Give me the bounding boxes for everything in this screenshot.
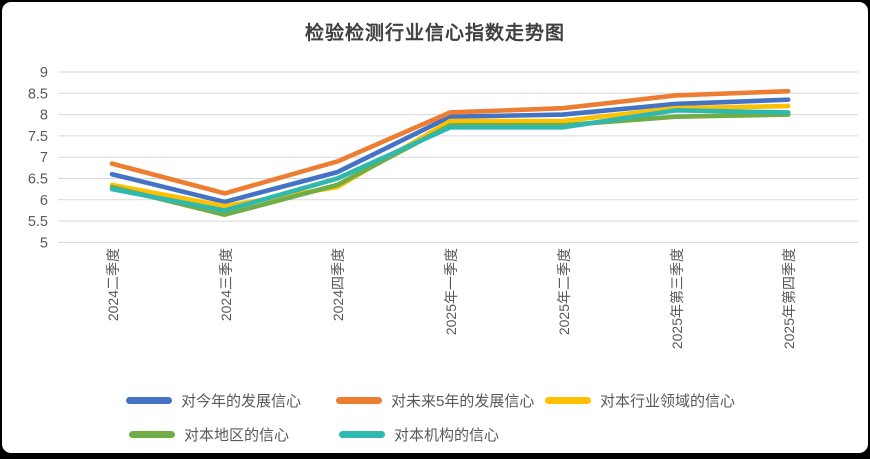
legend-item: 对今年的发展信心	[126, 390, 301, 411]
legend-label: 对本机构的信心	[394, 427, 500, 444]
y-tick-label: 5	[40, 235, 48, 251]
x-axis-label: 2025年一季度	[443, 248, 460, 336]
x-axis-label: 2025年第三季度	[668, 248, 685, 350]
series-line-1	[109, 88, 791, 196]
legend-swatch	[126, 397, 172, 404]
legend-swatch	[129, 431, 175, 438]
legend-item: 对本机构的信心	[339, 424, 499, 445]
x-axis-label: 2024四季度	[330, 248, 347, 322]
series-line-4	[109, 108, 791, 213]
series-line-0	[109, 97, 791, 205]
legend-label: 对今年的发展信心	[181, 393, 302, 410]
chart-card: 检验检测行业信心指数走势图 9 8.5 8 7.5 7 6.5 6 5.5 5 2024二季度 2…	[2, 2, 868, 453]
chart-title: 检验检测行业信心指数走势图	[304, 23, 565, 44]
y-tick-label: 7	[40, 150, 48, 166]
legend-swatch	[339, 431, 385, 438]
y-tick-label: 8	[40, 108, 48, 124]
legend-item: 对本行业领域的信心	[545, 390, 735, 411]
chart-plot-area: 9 8.5 8 7.5 7 6.5 6 5.5 5	[28, 65, 858, 251]
y-tick-label: 7.5	[28, 129, 48, 145]
legend-label: 对本地区的信心	[184, 427, 290, 444]
y-tick-label: 9	[40, 65, 48, 81]
x-axis-label: 2025年第四季度	[781, 248, 798, 350]
x-axis-label: 2025年二季度	[555, 248, 572, 336]
y-tick-label: 8.5	[28, 86, 48, 102]
legend-label: 对未来5年的发展信心	[391, 393, 535, 410]
x-axis-label: 2024二季度	[105, 248, 121, 322]
legend-item: 对未来5年的发展信心	[336, 390, 534, 411]
y-tick-label: 5.5	[28, 214, 48, 230]
legend-swatch	[336, 397, 382, 404]
x-axis-label: 2024三季度	[217, 248, 234, 322]
y-tick-label: 6.5	[28, 172, 48, 188]
y-tick-label: 6	[40, 193, 48, 209]
legend-label: 对本行业领域的信心	[600, 393, 736, 410]
legend-swatch	[545, 397, 591, 404]
legend-item: 对本地区的信心	[129, 424, 289, 445]
